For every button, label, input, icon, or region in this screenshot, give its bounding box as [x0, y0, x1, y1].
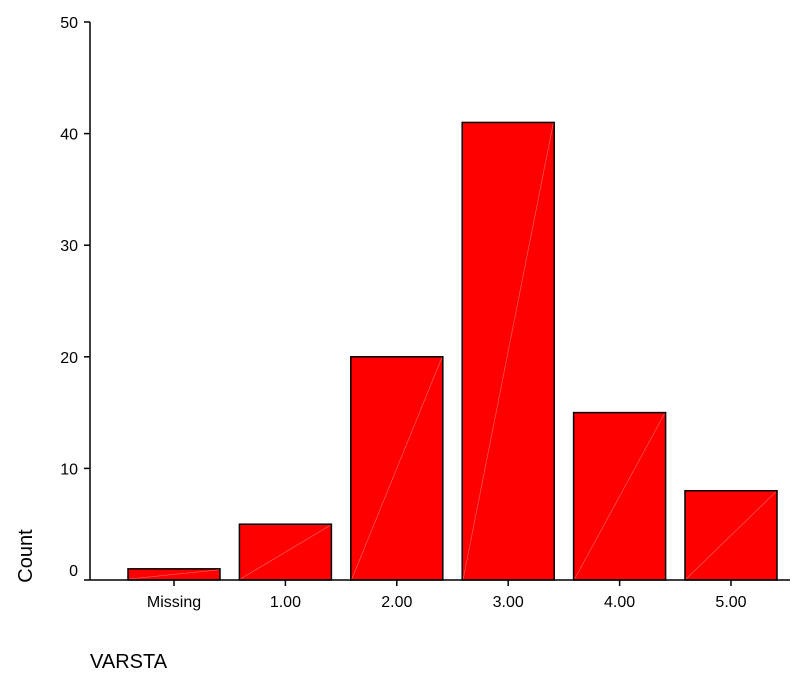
y-tick-label: 50 [60, 15, 78, 32]
x-tick-label: 1.00 [270, 594, 301, 611]
x-tick-label: 5.00 [715, 594, 746, 611]
x-axis-title: VARSTA [90, 651, 168, 673]
x-tick-label: 2.00 [381, 594, 412, 611]
y-tick-label: 30 [60, 238, 78, 255]
axes-group [89, 22, 790, 581]
x-tick-label: 3.00 [493, 594, 524, 611]
bar-shading-line [351, 357, 443, 580]
bars-group [127, 121, 778, 581]
x-tick-label: Missing [147, 594, 201, 611]
y-tick-label: 10 [60, 461, 78, 478]
x-tick-label: 4.00 [604, 594, 635, 611]
bar-shading-line [685, 491, 777, 580]
y-tick-label: 20 [60, 350, 78, 367]
x-ticks-group: Missing 1.00 2.00 3.00 4.00 5.00 [147, 580, 747, 611]
bar-shading-line [462, 123, 554, 580]
y-tick-label: 40 [60, 127, 78, 144]
bar-shading-line [128, 569, 220, 580]
y-ticks-group: 0 10 20 30 40 50 [60, 15, 90, 581]
bar-shading-line [240, 524, 331, 580]
bar-shading-line [574, 413, 665, 580]
y-axis-title: Count [15, 529, 37, 583]
y-tick-label: 0 [69, 563, 78, 580]
